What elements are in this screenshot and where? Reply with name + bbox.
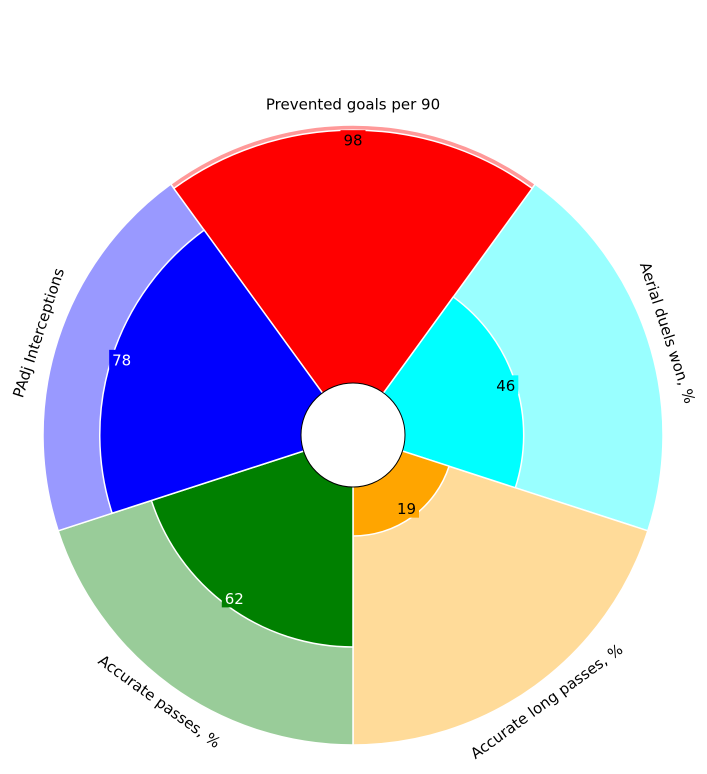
center-hole [300,382,406,488]
value-label-box [340,130,366,150]
value-label-accurate-long-passes: 19 [394,498,419,518]
value-label-text: 98 [343,132,362,150]
value-labels: 98 46 19 62 78 [109,130,519,608]
value-label-prevented-goals-per-90: 98 [340,130,366,150]
background-sector-accurate-long-passes [352,433,649,746]
value-label-box [109,349,135,369]
value-label-box [394,498,419,518]
value-label-box [221,588,247,608]
value-label-box [493,375,519,395]
value-label-text: 19 [397,500,416,518]
value-label-accurate-passes: 62 [221,588,247,608]
value-label-text: 46 [496,377,515,395]
value-label-padj-interceptions: 78 [109,349,135,369]
value-label-text: 78 [112,351,131,369]
value-label-text: 62 [225,590,244,608]
value-label-aerial-duels-won: 46 [493,375,519,395]
category-label-prevented-goals-per-90: Prevented goals per 90 [266,96,440,114]
value-sectors [99,129,534,648]
